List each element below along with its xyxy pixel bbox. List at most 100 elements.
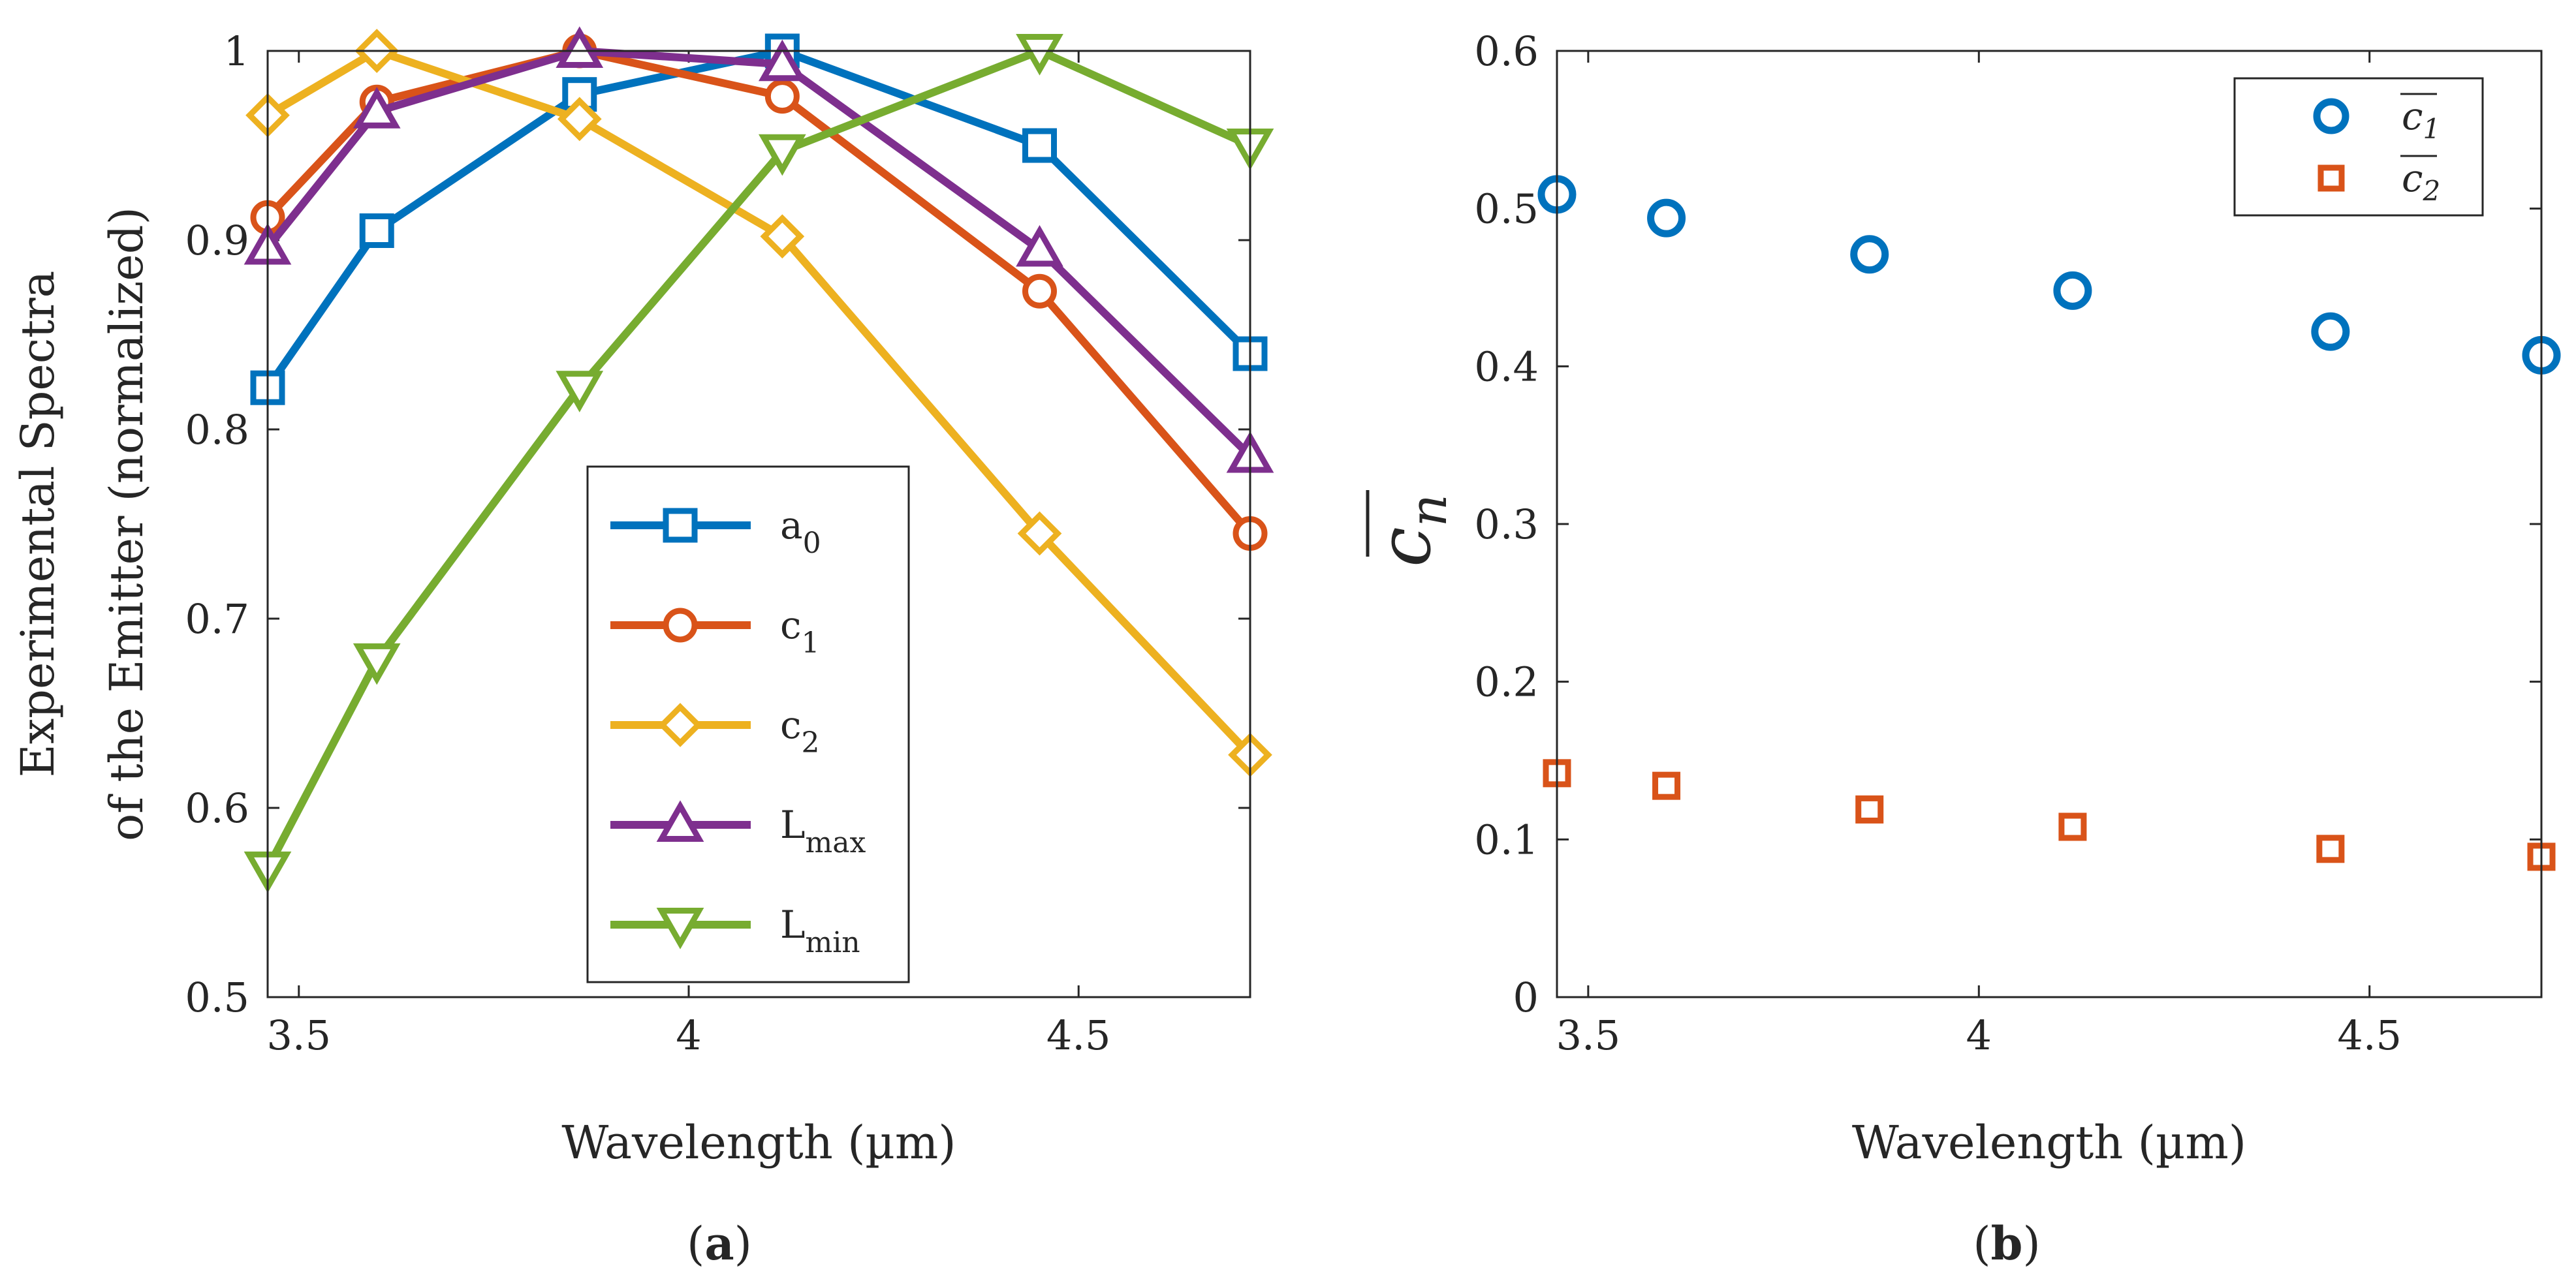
panel-a-data-point (764, 79, 800, 114)
panel-a-data-point (1017, 511, 1062, 556)
panel-a-legend-label-main: L (780, 903, 806, 947)
panel-b-legend-label-main: c (2402, 156, 2423, 200)
panel-a-legend-entry: c1 (610, 603, 819, 660)
panel-b-data-point (2053, 271, 2092, 310)
panel-a-series-line (265, 47, 1253, 758)
panel-a-legend-label-main: c (780, 603, 801, 647)
panel-b-legend-entry: c1 (2313, 93, 2440, 145)
panel-b-ylabel-main: c (1363, 527, 1447, 567)
panel-b-data-point (1647, 198, 1686, 238)
panel-a-data-point (1016, 34, 1063, 76)
caption-b-label: b (1991, 1216, 2023, 1271)
panel-a-data-point (353, 87, 401, 129)
panel-b-ylabel-text: cn (1363, 494, 1458, 567)
panel-a-data-point (353, 643, 401, 685)
panel-a-data-point (760, 214, 805, 259)
panel-a-legend-marker (663, 608, 698, 643)
panel-b-ytick-label: 0 (1513, 974, 1539, 1021)
panel-a-legend-label-sub: 1 (801, 626, 819, 660)
panel-a-data-point (1016, 224, 1063, 267)
panel-a-legend-marker (663, 508, 698, 543)
panel-b-ytick-label: 0.6 (1474, 27, 1539, 75)
panel-a-legend-entry: Lmin (610, 903, 860, 959)
panel-b-data-point (2058, 812, 2087, 841)
panel-a-spectra-chart: 3.5 4 4.5 0.5 0.6 0.7 0.8 0.9 1 Wavelength (µm) Ex… (11, 26, 1274, 1169)
panel-b-coefficient-chart: 3.5 4 4.5 0 0.1 0.2 0.3 0.4 0.5 0.6 Wavelength (µm… (1363, 27, 2561, 1169)
panel-a-data-point (1022, 128, 1057, 163)
panel-a-legend-entry: c2 (610, 703, 819, 760)
panel-a-legend-marker (656, 800, 704, 842)
panel-b-legend-entry: c2 (2317, 155, 2440, 207)
panel-b-data-point (2311, 312, 2350, 351)
panel-b-data-point (1855, 795, 1884, 824)
panel-a-xtick-label: 4 (676, 1011, 701, 1059)
panel-b-data-point (1850, 235, 1889, 274)
caption-a-label: a (704, 1216, 734, 1271)
panel-b-legend-label: c2 (2402, 156, 2440, 207)
panel-b-ytick-label: 0.5 (1474, 185, 1539, 233)
panel-a-legend-label-main: a (780, 503, 803, 548)
panel-a-data-point (1022, 273, 1057, 309)
panel-b-legend-label-sub: 2 (2422, 175, 2440, 207)
panel-b-xtick-label: 3.5 (1556, 1011, 1621, 1059)
panel-b-legend-label: c1 (2402, 94, 2440, 145)
panel-a-legend-entry: Lmax (610, 800, 866, 859)
panel-b-ylabel-sub: n (1400, 494, 1458, 527)
panel-a-xtick-label: 4.5 (1046, 1011, 1111, 1059)
panel-a-legend-label-main: L (780, 803, 806, 847)
panel-b-ytick-label: 0.4 (1474, 343, 1539, 390)
panel-b-ytick-label: 0.2 (1474, 658, 1539, 706)
panel-a-ytick-label: 0.6 (185, 784, 249, 832)
panel-b-legend-label-main: c (2402, 94, 2423, 138)
panel-a-ytick-label: 0.5 (185, 974, 249, 1021)
panel-a-data-point (556, 371, 604, 412)
panel-a-data-point (557, 97, 602, 142)
panel-b-legend-label-sub: 1 (2423, 113, 2440, 145)
panel-a-legend-marker (656, 908, 704, 949)
panel-a-data-point (359, 213, 394, 248)
panel-a-xlabel: Wavelength (µm) (561, 1116, 956, 1169)
panel-a-legend-label-sub: max (806, 826, 866, 859)
panel-a-legend-label-sub: 0 (803, 527, 821, 560)
panel-a-ytick-label: 0.7 (185, 595, 249, 643)
panel-a-legend-label: Lmax (780, 803, 866, 859)
panel-b-xtick-label: 4 (1966, 1011, 1992, 1059)
panel-a-legend-marker (658, 703, 702, 747)
panel-a-data-point (556, 26, 604, 68)
panel-a-legend-label-sub: 2 (801, 726, 819, 760)
panel-b-xtick-label: 4.5 (2337, 1011, 2402, 1059)
panel-a-data-point (758, 39, 806, 82)
panel-a-xtick-label: 3.5 (266, 1011, 331, 1059)
panel-a-series-Lmax (243, 26, 1274, 473)
panel-a-series-line (264, 47, 1253, 459)
panel-a-legend-label: c2 (780, 703, 819, 760)
panel-a-legend-label-main: c (780, 703, 801, 747)
panel-a-axes-box (266, 50, 1251, 998)
panel-a-ytick-label: 0.8 (185, 406, 249, 454)
panel-a-data-point (758, 134, 806, 176)
panel-b-legend-marker (2317, 164, 2345, 192)
caption-a: (a) (687, 1216, 752, 1271)
panel-a-ylabel-line1: Experimental Spectra (11, 271, 65, 778)
panel-a-ylabel-line2: of the Emitter (normalized) (100, 207, 153, 841)
panel-b-legend-box (2233, 77, 2484, 217)
panel-b-series-c2 (1543, 759, 2556, 871)
panel-b-data-point (2316, 835, 2345, 863)
panel-a-series-line (264, 47, 1252, 871)
panel-a-legend-label: c1 (780, 603, 819, 660)
panel-b-ytick-label: 0.3 (1474, 501, 1539, 548)
panel-a-legend-label: Lmin (780, 903, 860, 959)
panel-b-data-point (1652, 771, 1681, 800)
panel-b-ylabel: cn (1363, 490, 1458, 567)
panel-b-axes-box (1556, 50, 2543, 998)
panel-b-ytick-label: 0.1 (1474, 816, 1539, 863)
panel-a-ytick-label: 0.9 (185, 217, 249, 264)
panel-a-legend-label-sub: min (806, 926, 860, 959)
panel-b-legend-marker (2313, 98, 2349, 134)
panel-a-legend-entry: a0 (610, 503, 821, 560)
panel-b-xlabel: Wavelength (µm) (1852, 1116, 2246, 1169)
panel-a-legend-label: a0 (780, 503, 821, 560)
